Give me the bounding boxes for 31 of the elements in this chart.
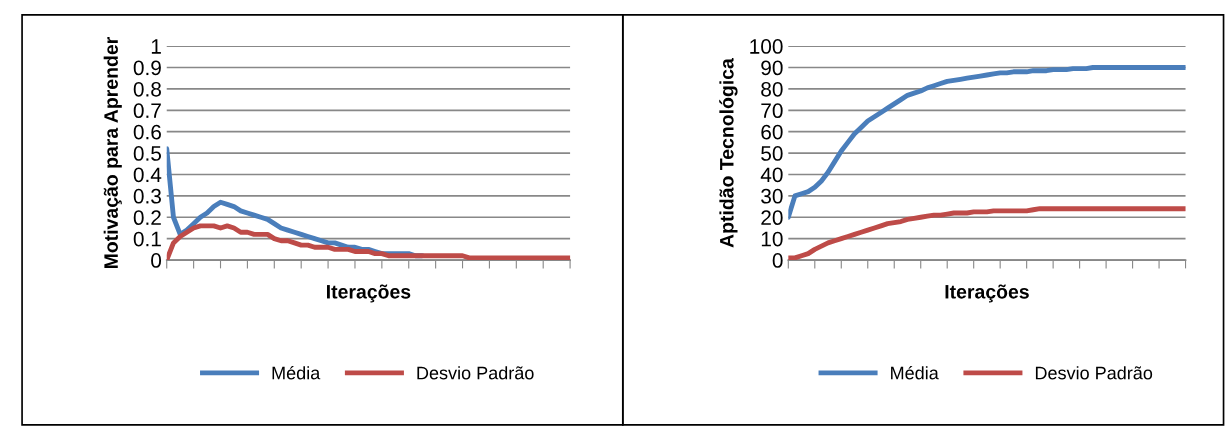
y-tick-label: 0.9 (133, 60, 161, 76)
y-tick-label: 70 (761, 103, 783, 119)
y-tick-label: 0.6 (133, 124, 161, 140)
legend-label: Média (891, 365, 939, 380)
x-axis-title: Iterações (327, 284, 411, 303)
y-tick-label: 100 (750, 39, 783, 54)
legend-label: Desvio Padrão (1035, 366, 1153, 380)
legend-label: Média (272, 365, 321, 380)
y-tick-label: 80 (761, 81, 783, 97)
y-tick-label: 0 (772, 253, 783, 268)
y-tick-label: 0.3 (133, 188, 161, 204)
y-axis-title: Motivação para Aprender (103, 37, 122, 269)
y-tick-label: 20 (761, 210, 783, 226)
y-tick-label: 0.2 (133, 210, 161, 226)
y-tick-label: 0.8 (133, 81, 161, 97)
y-tick-label: 60 (761, 124, 783, 140)
y-tick-label: 0.5 (133, 146, 161, 161)
y-axis-title: Aptidão Tecnológica (719, 58, 738, 248)
x-axis-title: Iterações (945, 284, 1029, 303)
legend-label: Desvio Padrão (417, 366, 534, 380)
y-tick-label: 0.1 (133, 231, 161, 247)
y-tick-label: 30 (761, 188, 783, 204)
y-tick-label: 1 (151, 39, 161, 54)
y-tick-label: 10 (761, 231, 783, 247)
y-tick-label: 0.7 (133, 103, 161, 119)
y-tick-label: 50 (761, 146, 783, 161)
y-tick-label: 90 (761, 60, 783, 76)
y-tick-label: 0 (151, 253, 162, 268)
line-series (788, 65, 1186, 220)
y-tick-label: 0.4 (133, 167, 162, 183)
y-tick-label: 40 (760, 167, 783, 183)
